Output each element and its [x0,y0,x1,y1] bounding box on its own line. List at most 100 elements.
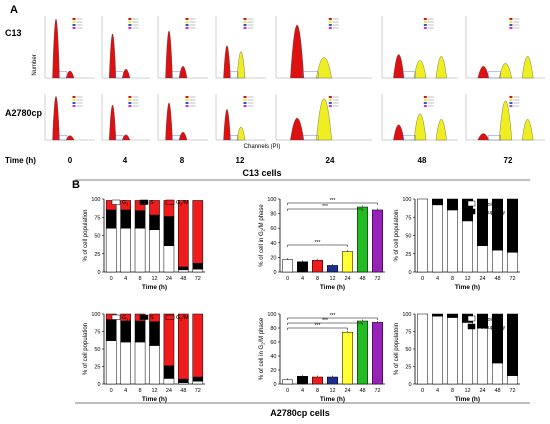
time-point-label: 72 [504,156,513,165]
y-tick-label: 100 [91,197,100,203]
bar-segment-aneuploidy [507,198,518,253]
g1-peak [165,30,173,79]
hist-legend-swatch [185,21,189,23]
bar-segment-diploidy [477,245,488,273]
hist-legend-swatch [185,99,189,101]
hist-legend-swatch [128,102,132,104]
hist-legend-swatch [243,24,247,26]
s-phase-region [171,71,181,79]
legend-swatch [467,208,476,215]
y-tick-label: 100 [267,197,276,203]
bar-segment-g2m [192,313,204,378]
hist-legend-swatch [328,21,332,23]
x-tick-label: 8 [316,276,319,282]
g1-peak [290,25,304,79]
g1-peak [165,103,173,141]
g1-peak [290,118,305,141]
label-part: /M [182,315,189,321]
y-tick-label: 100 [91,312,100,318]
hist-legend-swatch [509,21,513,23]
hist-legend-swatch [509,18,513,20]
bar-segment-diploidy [417,198,428,273]
polyploid-peak [521,56,534,79]
legend-label: Aneuploidy [478,210,505,216]
label-part: G [176,315,180,321]
bar-segment-g1 [149,345,160,385]
significance-label: *** [322,318,328,324]
hist-legend-swatch [328,102,332,104]
x-tick-label: 12 [329,276,335,282]
hist-legend-swatch [423,99,427,101]
g2-peak [413,60,427,79]
g1-peak [223,45,231,79]
s-phase-region [302,135,319,141]
bar-segment-aneuploidy [477,198,488,246]
hist-legend-swatch [423,105,427,107]
bar-segment-g2m [178,200,189,268]
time-point-label: 24 [326,156,335,165]
y-tick-label: 100 [267,312,276,318]
label-subscript: 2 [180,203,182,207]
caption-a2780cp-cells: A2780cp cells [270,408,330,418]
bar-segment-s [192,376,204,382]
x-tick-label: 4 [436,388,439,394]
bar-segment-g1 [178,269,189,273]
hist-legend-swatch [328,105,332,107]
bar [312,260,323,273]
bar [342,331,353,385]
panel-a-letter: A [10,4,18,16]
x-tick-label: 48 [359,276,365,282]
y-tick-label: 50 [94,234,100,240]
g1-peak [477,133,490,141]
y-axis-label: % of cell population [83,323,89,375]
x-tick-label: 8 [451,276,454,282]
g1-peak [109,34,117,79]
hist-legend-swatch [243,21,247,23]
bar-segment-g1 [192,268,204,273]
hist-legend-swatch [72,21,76,23]
s-phase-region [115,71,124,79]
y-tick-label: 25 [405,365,411,371]
bar-segment-s [163,365,175,379]
y-axis-label: % of cell populatoin [394,323,400,375]
s-phase-region [403,135,416,141]
y-tick-label: 25 [94,365,100,371]
significance-label: *** [322,204,328,210]
x-tick-label: 8 [451,388,454,394]
time-point-label: 12 [236,156,245,165]
axis-label: % of cell in G2/M phase [259,204,266,267]
bar [357,320,368,385]
bar-segment-g1 [192,380,204,385]
x-axis-label: Time (h) [455,284,480,291]
y-tick-label: 25 [94,252,100,258]
legend-label: S [150,315,154,321]
hist-legend-swatch [243,102,247,104]
bar-segment-s [149,321,160,346]
bar-segment-g2m [192,200,204,264]
y-tick-label: 20 [270,368,276,374]
legend-label: Aneuploidy [478,325,505,331]
label-part: G [122,200,126,206]
polyploid-peak [435,119,447,141]
x-tick-label: 48 [494,276,500,282]
y-tick-label: 60 [270,226,276,232]
row-label-a2780cp: A2780cp [5,108,43,118]
x-tick-label: 72 [509,388,515,394]
g1-peak [477,66,490,79]
hist-legend-swatch [72,96,76,98]
y-tick-label: 0 [273,270,276,276]
bar [327,376,338,385]
hist-legend-swatch [72,99,76,101]
bar-segment-aneuploidy [432,313,443,317]
hist-legend-swatch [328,99,332,101]
bar-segment-diploidy [447,209,458,273]
x-tick-label: 0 [421,388,424,394]
polyploid-peak [435,56,447,79]
hist-legend-swatch [423,18,427,20]
bar [282,379,293,385]
x-tick-label: 4 [124,388,127,394]
x-tick-label: 12 [329,388,335,394]
